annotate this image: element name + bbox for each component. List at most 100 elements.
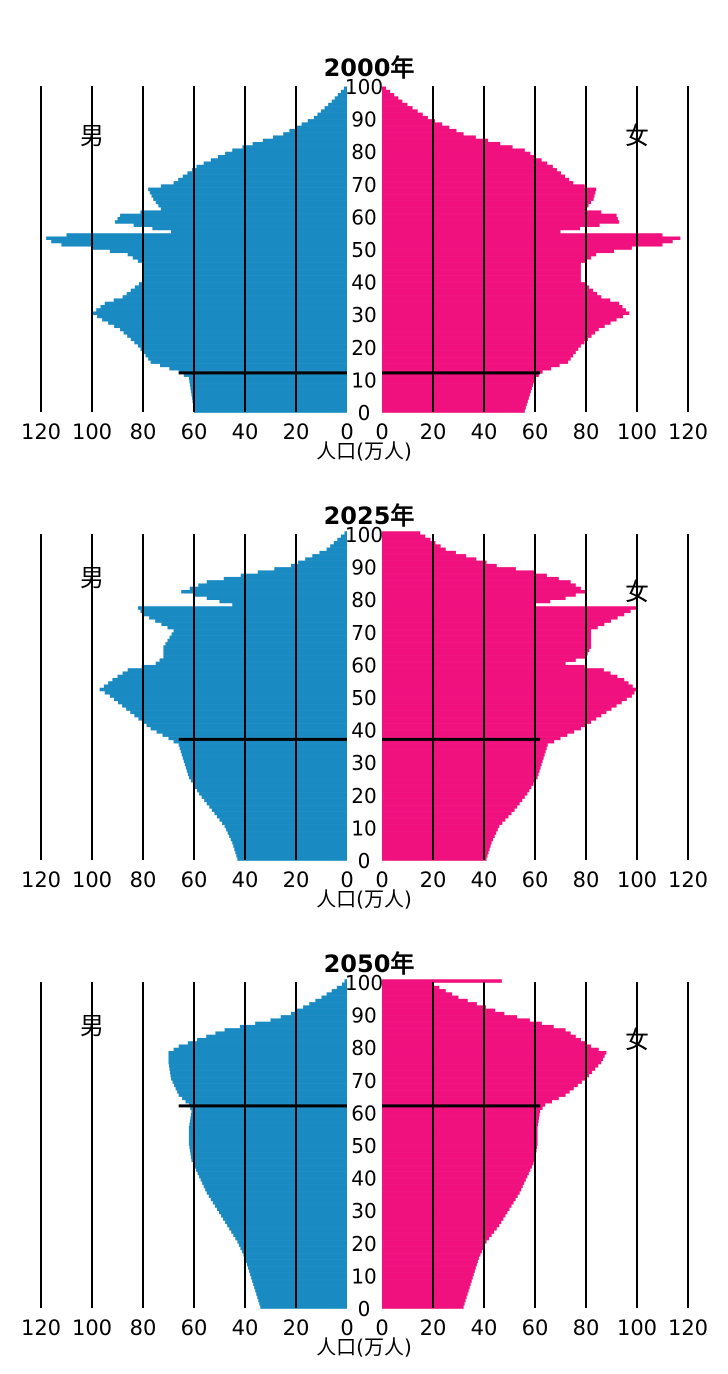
male-bar-age-66 (177, 1090, 347, 1094)
female-bar-age-64 (382, 648, 590, 653)
female-bar-age-70 (382, 629, 592, 633)
female-bar-age-0 (382, 409, 525, 413)
male-bar-age-86 (239, 1024, 347, 1029)
female-bar-age-33 (382, 1197, 516, 1202)
male-pop-tick-100: 100 (72, 868, 112, 892)
male-bar-age-80 (232, 148, 347, 152)
female-bar-age-19 (382, 795, 525, 799)
female-bar-age-3 (382, 399, 528, 404)
male-bar-age-18 (204, 798, 347, 803)
male-bar-age-7 (190, 386, 347, 390)
female-bar-age-18 (382, 798, 523, 803)
female-bar-age-88 (382, 122, 443, 126)
male-bar-age-33 (104, 301, 347, 306)
male-bar-age-33 (180, 749, 347, 754)
female-bar-age-13 (382, 1262, 477, 1267)
female-bar-age-29 (382, 314, 623, 319)
age-tick-90: 90 (351, 556, 376, 580)
male-bar-age-74 (169, 1064, 347, 1068)
age-tick-70: 70 (351, 1069, 376, 1093)
female-bar-age-64 (382, 200, 592, 205)
age-tick-70: 70 (351, 173, 376, 197)
female-bar-age-25 (382, 1223, 500, 1228)
male-bar-age-63 (158, 203, 347, 208)
male-bar-age-47 (190, 1152, 347, 1156)
female-bar-age-11 (382, 1269, 475, 1273)
male-bar-age-38 (202, 1181, 347, 1185)
female-bar-age-63 (382, 1099, 552, 1104)
female-bar-age-53 (382, 684, 633, 689)
male-bar-age-14 (214, 811, 347, 816)
male-pop-tick-100: 100 (72, 420, 112, 444)
male-bar-age-76 (168, 1057, 347, 1062)
female-bar-age-1 (382, 854, 488, 858)
male-bar-age-2 (235, 850, 347, 855)
male-bar-age-61 (190, 1106, 347, 1110)
female-pop-tick-20: 20 (420, 868, 447, 892)
female-bar-age-87 (382, 573, 547, 578)
male-bar-age-96 (334, 96, 347, 100)
female-bar-age-89 (382, 119, 436, 123)
age-tick-70: 70 (351, 621, 376, 645)
male-bar-age-77 (210, 158, 347, 162)
female-bar-age-23 (382, 782, 534, 786)
male-pop-tick-80: 80 (130, 420, 157, 444)
male-bar-age-34 (113, 298, 347, 302)
male-bar-age-80 (178, 1044, 347, 1048)
female-bar-age-100 (382, 979, 502, 983)
female-bar-age-41 (382, 275, 581, 280)
male-pop-tick-120: 120 (21, 1316, 61, 1340)
female-bar-age-73 (382, 1067, 596, 1071)
male-bar-age-91 (298, 560, 347, 565)
female-bar-age-35 (382, 1191, 520, 1195)
male-bar-age-76 (203, 161, 347, 166)
female-bar-age-36 (382, 1187, 522, 1192)
male-bar-age-83 (206, 1034, 347, 1039)
male-bar-age-77 (168, 1054, 347, 1058)
female-bar-age-38 (382, 1181, 525, 1185)
male-bar-age-98 (337, 537, 347, 542)
female-bar-age-34 (382, 746, 547, 750)
age-tick-80: 80 (351, 1036, 376, 1060)
male-bar-age-11 (249, 1269, 347, 1273)
male-bar-age-65 (163, 645, 347, 649)
female-pop-tick-60: 60 (522, 420, 549, 444)
female-bar-age-56 (382, 1122, 539, 1127)
male-bar-age-76 (140, 609, 347, 614)
female-bar-age-98 (382, 89, 391, 94)
age-tick-20: 20 (351, 1232, 376, 1256)
male-bar-age-49 (189, 1145, 347, 1150)
pyramid-panel-2: 2050年 0 10 20 30 40 50 60 70 80 90 100 0 0 20 20 40 40 60 6… (21, 950, 708, 1359)
male-bar-age-59 (190, 1112, 347, 1117)
male-bar-age-30 (216, 1207, 347, 1211)
male-bar-age-28 (185, 765, 347, 770)
male-bar-age-42 (196, 1168, 347, 1172)
female-bar-age-72 (382, 174, 566, 179)
male-bar-age-21 (197, 788, 347, 793)
male-bar-age-70 (171, 1077, 347, 1081)
male-bar-age-40 (199, 1174, 347, 1179)
age-tick-20: 20 (351, 336, 376, 360)
female-bar-age-85 (382, 580, 571, 584)
female-bar-age-4 (382, 396, 529, 400)
male-bar-age-73 (169, 1067, 347, 1071)
female-bar-age-53 (382, 1132, 538, 1137)
female-bar-age-97 (382, 93, 395, 97)
female-pop-tick-100: 100 (617, 1316, 657, 1340)
male-bar-age-97 (331, 989, 347, 993)
female-bar-age-90 (382, 563, 497, 568)
female-bar-age-74 (382, 168, 557, 172)
female-bar-age-45 (382, 710, 607, 715)
age-tick-10: 10 (351, 816, 376, 840)
male-bar-age-88 (301, 122, 347, 126)
bars (168, 979, 607, 1309)
male-bar-age-63 (185, 1099, 347, 1104)
male-pop-tick-120: 120 (21, 868, 61, 892)
male-bar-age-71 (178, 177, 347, 182)
male-bar-age-88 (257, 570, 347, 574)
male-bar-age-51 (61, 243, 348, 247)
female-bar-age-92 (382, 109, 418, 113)
male-bar-age-100 (344, 979, 347, 983)
female-bar-age-36 (382, 291, 598, 296)
male-bar-age-54 (66, 233, 347, 237)
